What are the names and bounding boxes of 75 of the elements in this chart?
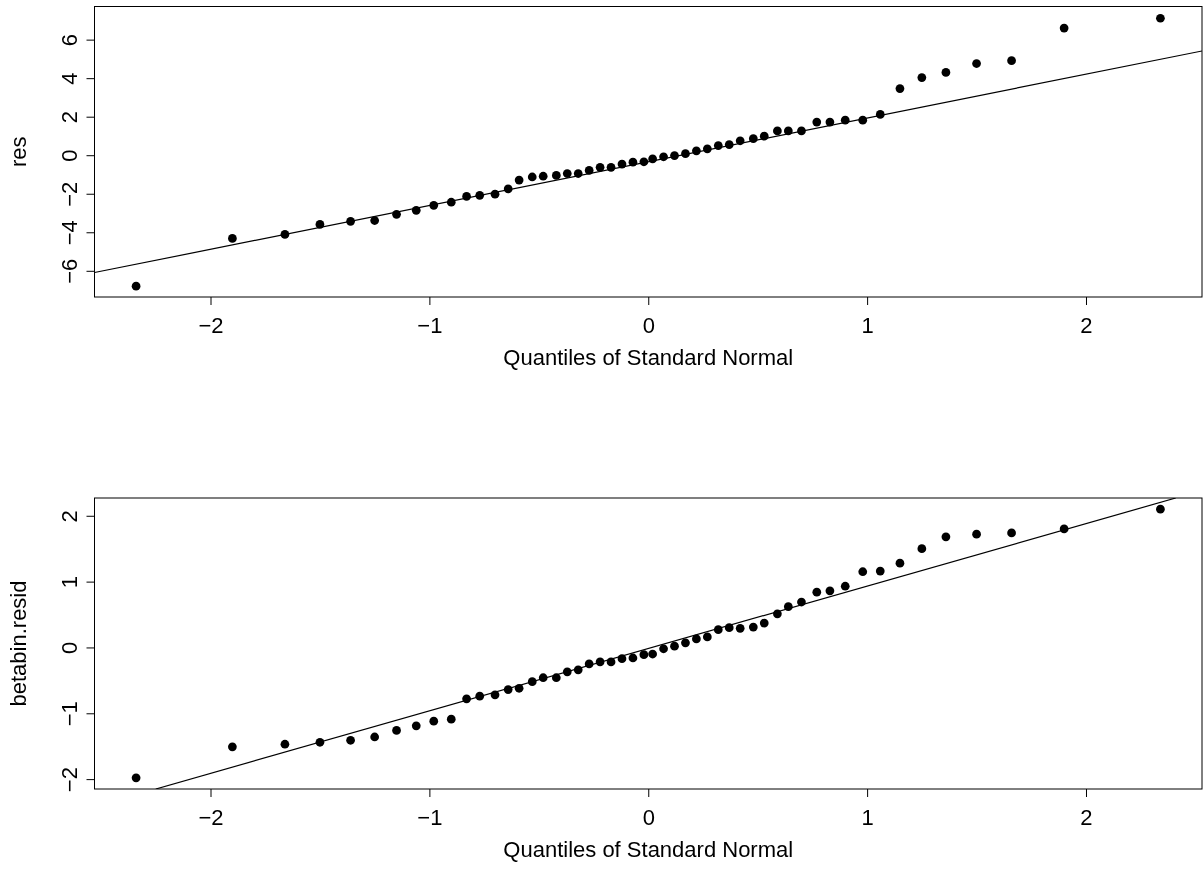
point bbox=[659, 644, 668, 654]
point bbox=[280, 739, 290, 749]
point bbox=[131, 281, 141, 291]
point bbox=[681, 638, 690, 648]
x-axis-title: Quantiles of Standard Normal bbox=[503, 837, 794, 862]
point bbox=[972, 529, 981, 539]
y-tick-label: 4 bbox=[57, 72, 82, 85]
x-tick-label: 0 bbox=[642, 312, 655, 338]
point bbox=[858, 567, 868, 577]
y-tick-label: 2 bbox=[57, 510, 82, 523]
y-tick-label: 2 bbox=[57, 111, 82, 124]
point bbox=[346, 735, 355, 745]
point bbox=[692, 634, 701, 644]
point bbox=[941, 532, 951, 542]
point bbox=[735, 624, 745, 633]
point bbox=[1007, 528, 1016, 538]
point bbox=[670, 641, 679, 651]
x-tick-label: −1 bbox=[417, 312, 443, 338]
point bbox=[370, 216, 380, 225]
point bbox=[840, 581, 850, 591]
point bbox=[639, 650, 649, 660]
point bbox=[514, 175, 524, 185]
point bbox=[917, 73, 927, 82]
point bbox=[370, 732, 380, 742]
point bbox=[538, 171, 548, 181]
x-tick-label: −2 bbox=[198, 804, 224, 830]
y-tick-label: −4 bbox=[57, 220, 82, 246]
point bbox=[875, 566, 885, 576]
y-tick-label: 6 bbox=[57, 34, 82, 47]
y-tick-label: 0 bbox=[57, 641, 82, 655]
y-tick-label: −2 bbox=[57, 767, 82, 793]
x-axis-title: Quantiles of Standard Normal bbox=[503, 345, 794, 370]
y-tick-label: 1 bbox=[57, 575, 82, 589]
point bbox=[759, 618, 769, 628]
x-tick-label: 1 bbox=[861, 312, 874, 338]
point bbox=[648, 649, 657, 659]
point bbox=[228, 742, 237, 752]
x-tick-label: −2 bbox=[198, 312, 224, 338]
point bbox=[446, 714, 456, 724]
y-axis-title: betabin.resid bbox=[6, 580, 31, 707]
point bbox=[595, 162, 605, 172]
y-tick-label: −6 bbox=[57, 258, 82, 284]
point bbox=[895, 558, 905, 568]
x-tick-label: 2 bbox=[1080, 804, 1093, 830]
point bbox=[131, 773, 141, 783]
point bbox=[812, 117, 822, 127]
point bbox=[825, 586, 835, 596]
point bbox=[702, 632, 712, 642]
point bbox=[972, 59, 981, 68]
point bbox=[392, 726, 401, 735]
x-tick-label: −1 bbox=[417, 804, 443, 830]
point bbox=[1156, 13, 1165, 23]
point bbox=[773, 126, 782, 136]
point bbox=[429, 716, 439, 726]
y-tick-label: −2 bbox=[57, 181, 82, 207]
point bbox=[748, 622, 758, 632]
x-tick-label: 2 bbox=[1080, 312, 1093, 338]
point bbox=[1156, 504, 1165, 514]
point bbox=[812, 587, 822, 597]
y-axis-title: res bbox=[6, 136, 31, 168]
point bbox=[551, 171, 561, 180]
point bbox=[562, 169, 572, 178]
point bbox=[527, 172, 537, 182]
y-tick-label: 0 bbox=[57, 149, 82, 162]
x-tick-label: 0 bbox=[642, 804, 655, 830]
point bbox=[628, 653, 638, 663]
y-tick-label: −1 bbox=[57, 701, 82, 727]
point bbox=[1007, 56, 1016, 65]
point bbox=[411, 721, 421, 731]
point bbox=[917, 544, 927, 554]
point bbox=[228, 234, 237, 243]
point bbox=[1059, 23, 1069, 33]
x-tick-label: 1 bbox=[861, 804, 874, 830]
point bbox=[941, 68, 951, 77]
point bbox=[895, 84, 905, 93]
